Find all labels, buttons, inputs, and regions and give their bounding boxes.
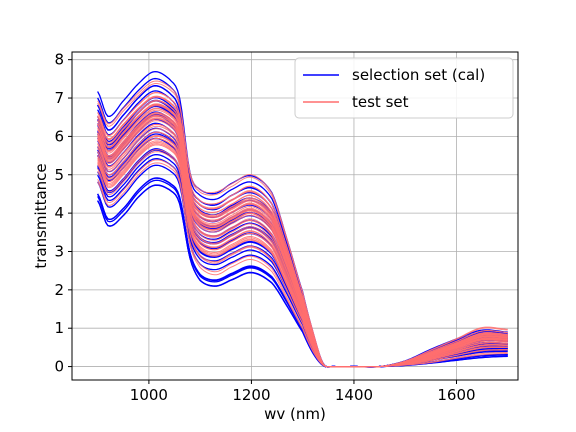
series-line xyxy=(97,92,508,368)
y-tick-label: 8 xyxy=(54,51,64,69)
series-line xyxy=(97,184,508,368)
series-test-set xyxy=(97,80,508,368)
y-tick-label: 7 xyxy=(54,89,64,107)
series-line xyxy=(97,105,508,368)
y-tick-label: 6 xyxy=(54,127,64,145)
legend-box xyxy=(294,57,514,119)
plot-frame xyxy=(71,51,519,381)
x-tick-label: 1400 xyxy=(335,386,373,404)
legend-label: test set xyxy=(352,93,409,111)
y-tick-label: 1 xyxy=(54,319,64,337)
series-line xyxy=(97,96,508,368)
series-line xyxy=(97,99,508,368)
y-tick-label: 5 xyxy=(54,166,64,184)
x-tick-label: 1600 xyxy=(437,386,475,404)
series-line xyxy=(97,80,508,368)
series-line xyxy=(97,123,508,368)
series-line xyxy=(97,162,508,368)
legend: selection set (cal) test set xyxy=(294,57,514,119)
series-line xyxy=(97,140,508,368)
x-axis-label: wv (nm) xyxy=(264,405,326,423)
y-tick-label: 3 xyxy=(54,242,64,260)
x-tick-label: 1200 xyxy=(232,386,270,404)
legend-label: selection set (cal) xyxy=(352,66,485,84)
y-tick-label: 0 xyxy=(54,358,64,376)
y-axis-label: transmittance xyxy=(32,163,50,268)
series-line xyxy=(97,159,508,368)
series-line xyxy=(97,131,508,368)
y-tick-label: 2 xyxy=(54,281,64,299)
series-line xyxy=(97,149,508,368)
y-tick-label: 4 xyxy=(54,204,64,222)
x-tick-label: 1000 xyxy=(130,386,168,404)
series-line xyxy=(97,114,508,368)
